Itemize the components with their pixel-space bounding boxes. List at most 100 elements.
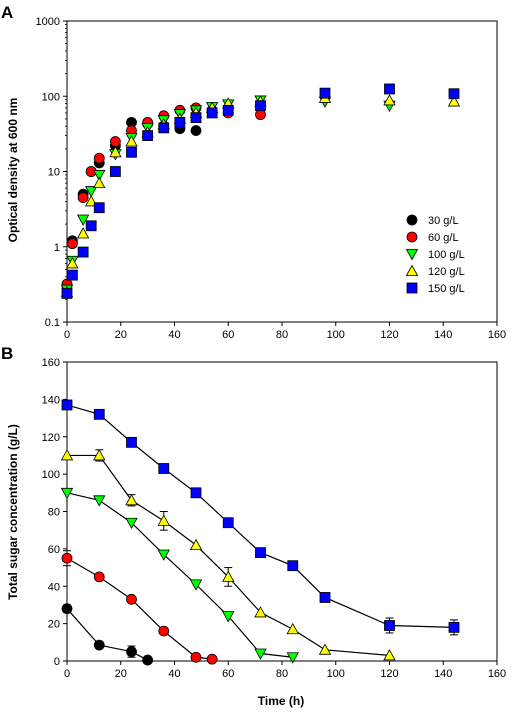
panel-a-data-point (66, 269, 78, 281)
panel-a-x-tick-label: 120 (380, 329, 398, 341)
panel-a-data-point (125, 135, 138, 147)
panel-a: A Optical density at 600 nm 0 20 40 60 80 100… (1, 3, 506, 341)
panel-b-data-point (60, 449, 74, 461)
panel-a-data-point (448, 88, 460, 100)
panel-a-data-point (109, 166, 121, 177)
panel-b-data-point (383, 649, 396, 661)
panel-b-x-tick-label: 60 (222, 668, 234, 680)
panel-b-data-point (319, 592, 331, 603)
panel-a-series-5 (61, 83, 460, 299)
panel-b-data-point (254, 606, 267, 618)
panel-b-y-tick-label: 80 (48, 507, 60, 519)
panel-b-data-point (126, 436, 137, 448)
panel-b-x-axis-title: Time (h) (258, 694, 304, 708)
panel-b-data-point (142, 654, 154, 666)
panel-b-data-point (93, 449, 106, 461)
panel-a-data-point (447, 95, 461, 107)
panel-a-data-point (319, 87, 331, 99)
panel-b-series-3 (60, 487, 299, 664)
panel-b-y-tick-label: 100 (42, 469, 60, 481)
panel-a-data-point (93, 152, 105, 164)
panel-a-data-point (85, 220, 97, 232)
panel-b-ticks: 0 20 40 60 80 100 120 140 160 0 20 40 60 80 100 120 140 1… (42, 357, 507, 680)
panel-a-y-tick-label: 0.1 (45, 317, 60, 329)
panel-b-y-tick-label: 20 (48, 619, 60, 631)
panel-b-x-tick-label: 0 (64, 668, 70, 680)
panel-b-x-tick-label: 160 (488, 668, 506, 680)
panel-b-data-point (286, 652, 299, 664)
panel-b-series-line (67, 454, 390, 656)
panel-a-legend-label: 60 g/L (428, 232, 459, 244)
panel-a-data-point (174, 116, 186, 128)
panel-a-data-point (93, 170, 106, 182)
panel-a-data-point (222, 104, 234, 116)
panel-a-x-tick-label: 60 (222, 329, 234, 341)
panel-b-x-tick-label: 20 (115, 668, 127, 680)
panel-b-x-tick-label: 120 (380, 668, 398, 680)
panel-b-data-point (286, 622, 299, 635)
panel-b-y-tick-label: 60 (48, 544, 60, 556)
panel-b-series-4 (60, 449, 396, 661)
panel-a-data-point (77, 192, 89, 203)
panel-a-data-point (255, 109, 266, 121)
panel-b-data-point (126, 646, 137, 658)
panel-b-data-point (190, 651, 202, 663)
panel-b-data-point (93, 408, 105, 420)
panel-b-marks (60, 399, 460, 666)
panel-a-data-point (190, 112, 202, 124)
panel-a-label: A (1, 3, 13, 22)
panel-b-data-point (222, 611, 235, 623)
panel-a-data-point (109, 136, 121, 147)
panel-a-y-tick-label: 1 (54, 242, 60, 254)
panel-b-y-tick-label: 160 (42, 357, 60, 369)
panel-a-x-tick-label: 40 (168, 329, 180, 341)
panel-b-data-point (448, 621, 460, 633)
panel-a-ticks: 0 20 40 60 80 100 120 140 160 0.1 1 10 100 1000 (36, 16, 507, 341)
panel-a-x-tick-label: 100 (327, 329, 345, 341)
panel-b-data-point (61, 552, 73, 564)
panel-a-x-tick-label: 20 (115, 329, 127, 341)
panel-a-data-point (76, 214, 90, 226)
panel-a-x-tick-label: 140 (434, 329, 452, 341)
panel-b: B Total sugar concentration (g/L) Time (… (1, 344, 506, 708)
panel-b-data-point (318, 643, 332, 655)
panel-b-data-point (125, 493, 138, 506)
panel-b-y-tick-label: 0 (54, 656, 60, 668)
panel-b-data-point (255, 547, 266, 559)
panel-b-data-point (222, 570, 235, 582)
panel-a-y-tick-label: 1000 (36, 16, 60, 28)
panel-b-y-tick-label: 140 (42, 394, 60, 406)
panel-a-data-point (76, 227, 90, 239)
panel-b-data-point (61, 603, 73, 615)
panel-b-data-point (158, 463, 170, 474)
panel-a-marks (60, 83, 461, 299)
panel-a-data-point (66, 238, 78, 250)
panel-a-y-tick-label: 100 (42, 91, 60, 103)
panel-b-data-point (254, 648, 267, 660)
panel-b-data-point (190, 487, 202, 499)
panel-a-legend-label: 120 g/L (428, 266, 465, 278)
panel-a-data-point (109, 145, 122, 158)
panel-a-legend-marker (406, 214, 418, 226)
panel-b-data-point (126, 593, 137, 605)
panel-a-data-point (384, 83, 395, 95)
panel-b-x-tick-label: 140 (434, 668, 452, 680)
panel-a-legend-label: 150 g/L (428, 283, 465, 295)
panel-a-data-point (77, 246, 89, 258)
panel-b-series-2 (61, 550, 218, 665)
panel-b-data-point (189, 579, 203, 591)
panel-b-data-point (93, 639, 105, 651)
panel-a-data-point (206, 107, 218, 119)
panel-a-data-point (85, 186, 98, 198)
panel-b-series-line (66, 608, 148, 661)
panel-a-data-point (61, 287, 73, 299)
panel-b-data-point (93, 495, 106, 507)
panel-b-x-tick-label: 40 (168, 668, 180, 680)
panel-b-data-point (60, 487, 74, 500)
panel-a-data-point (93, 176, 106, 189)
panel-a-data-point (93, 202, 105, 214)
panel-a-legend-marker (405, 264, 419, 276)
panel-a-data-point (190, 125, 202, 136)
panel-a-data-point (255, 100, 266, 112)
